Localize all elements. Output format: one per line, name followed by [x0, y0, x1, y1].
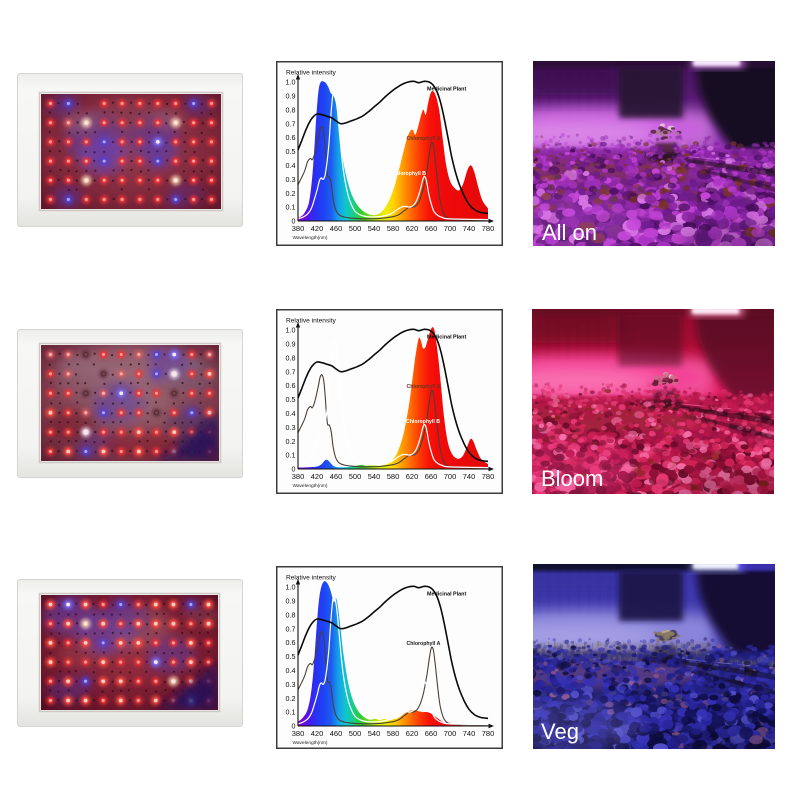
- svg-text:0.6: 0.6: [286, 638, 296, 647]
- svg-text:Relative intensity: Relative intensity: [286, 575, 337, 582]
- svg-text:0.8: 0.8: [286, 105, 296, 114]
- svg-text:0.5: 0.5: [286, 652, 296, 661]
- svg-text:380: 380: [292, 729, 305, 738]
- svg-text:500: 500: [349, 224, 362, 233]
- svg-text:0.7: 0.7: [286, 624, 296, 633]
- svg-text:0.9: 0.9: [286, 340, 296, 349]
- svg-text:Medicinal Plant: Medicinal Plant: [427, 592, 466, 598]
- svg-text:700: 700: [444, 224, 457, 233]
- svg-text:0.9: 0.9: [286, 597, 296, 606]
- svg-text:420: 420: [311, 729, 324, 738]
- svg-text:0.3: 0.3: [286, 423, 296, 432]
- svg-text:780: 780: [482, 729, 495, 738]
- svg-text:380: 380: [292, 224, 305, 233]
- svg-text:0.4: 0.4: [286, 161, 296, 170]
- svg-text:Chlorophyll A: Chlorophyll A: [407, 136, 441, 142]
- svg-text:0.7: 0.7: [286, 119, 296, 128]
- svg-text:500: 500: [349, 472, 362, 481]
- svg-text:580: 580: [387, 472, 400, 481]
- svg-text:0.5: 0.5: [286, 395, 296, 404]
- svg-text:Chlorophyll B: Chlorophyll B: [406, 419, 440, 425]
- svg-text:740: 740: [463, 472, 476, 481]
- svg-text:500: 500: [349, 729, 362, 738]
- svg-text:0.4: 0.4: [286, 666, 296, 675]
- svg-text:0.2: 0.2: [286, 189, 296, 198]
- svg-text:0.8: 0.8: [286, 353, 296, 362]
- svg-text:0.4: 0.4: [286, 409, 296, 418]
- svg-text:700: 700: [444, 472, 457, 481]
- svg-text:0.2: 0.2: [286, 437, 296, 446]
- svg-text:580: 580: [387, 224, 400, 233]
- svg-text:780: 780: [482, 224, 495, 233]
- svg-text:620: 620: [406, 472, 419, 481]
- svg-text:660: 660: [425, 224, 438, 233]
- svg-text:620: 620: [406, 224, 419, 233]
- svg-text:0.3: 0.3: [286, 680, 296, 689]
- svg-text:0.6: 0.6: [286, 133, 296, 142]
- svg-text:0.8: 0.8: [286, 610, 296, 619]
- svg-text:740: 740: [463, 224, 476, 233]
- svg-text:740: 740: [463, 729, 476, 738]
- svg-text:Wavelength(nm): Wavelength(nm): [293, 740, 328, 746]
- svg-text:540: 540: [368, 224, 381, 233]
- svg-text:0.1: 0.1: [286, 203, 296, 212]
- svg-text:Chlorophyll A: Chlorophyll A: [407, 641, 441, 647]
- svg-text:540: 540: [368, 729, 381, 738]
- svg-text:Chlorophyll B: Chlorophyll B: [392, 171, 426, 177]
- svg-text:0: 0: [292, 465, 296, 474]
- svg-text:0.2: 0.2: [286, 694, 296, 703]
- svg-text:540: 540: [368, 472, 381, 481]
- svg-text:Wavelength(nm): Wavelength(nm): [293, 235, 328, 241]
- svg-text:420: 420: [311, 224, 324, 233]
- svg-text:620: 620: [406, 729, 419, 738]
- svg-text:Wavelength(nm): Wavelength(nm): [293, 483, 328, 489]
- svg-text:0: 0: [292, 722, 296, 731]
- svg-text:0.1: 0.1: [286, 708, 296, 717]
- svg-text:Medicinal Plant: Medicinal Plant: [427, 335, 466, 341]
- svg-text:1.0: 1.0: [286, 326, 296, 335]
- svg-text:460: 460: [330, 472, 343, 481]
- svg-text:Chlorophyll A: Chlorophyll A: [407, 384, 441, 390]
- svg-text:780: 780: [482, 472, 495, 481]
- svg-text:0: 0: [292, 217, 296, 226]
- svg-text:0.9: 0.9: [286, 92, 296, 101]
- svg-text:0.6: 0.6: [286, 381, 296, 390]
- svg-text:1.0: 1.0: [286, 583, 296, 592]
- svg-text:580: 580: [387, 729, 400, 738]
- svg-text:460: 460: [330, 224, 343, 233]
- svg-text:Relative intensity: Relative intensity: [286, 318, 337, 325]
- svg-text:0.7: 0.7: [286, 367, 296, 376]
- svg-text:700: 700: [444, 729, 457, 738]
- svg-text:460: 460: [330, 729, 343, 738]
- svg-text:660: 660: [425, 729, 438, 738]
- svg-text:0.3: 0.3: [286, 175, 296, 184]
- svg-text:0.1: 0.1: [286, 451, 296, 460]
- svg-text:0.5: 0.5: [286, 147, 296, 156]
- svg-text:Relative intensity: Relative intensity: [286, 70, 337, 77]
- svg-text:Medicinal Plant: Medicinal Plant: [427, 87, 466, 93]
- svg-text:1.0: 1.0: [286, 78, 296, 87]
- svg-text:380: 380: [292, 472, 305, 481]
- svg-text:660: 660: [425, 472, 438, 481]
- svg-text:420: 420: [311, 472, 324, 481]
